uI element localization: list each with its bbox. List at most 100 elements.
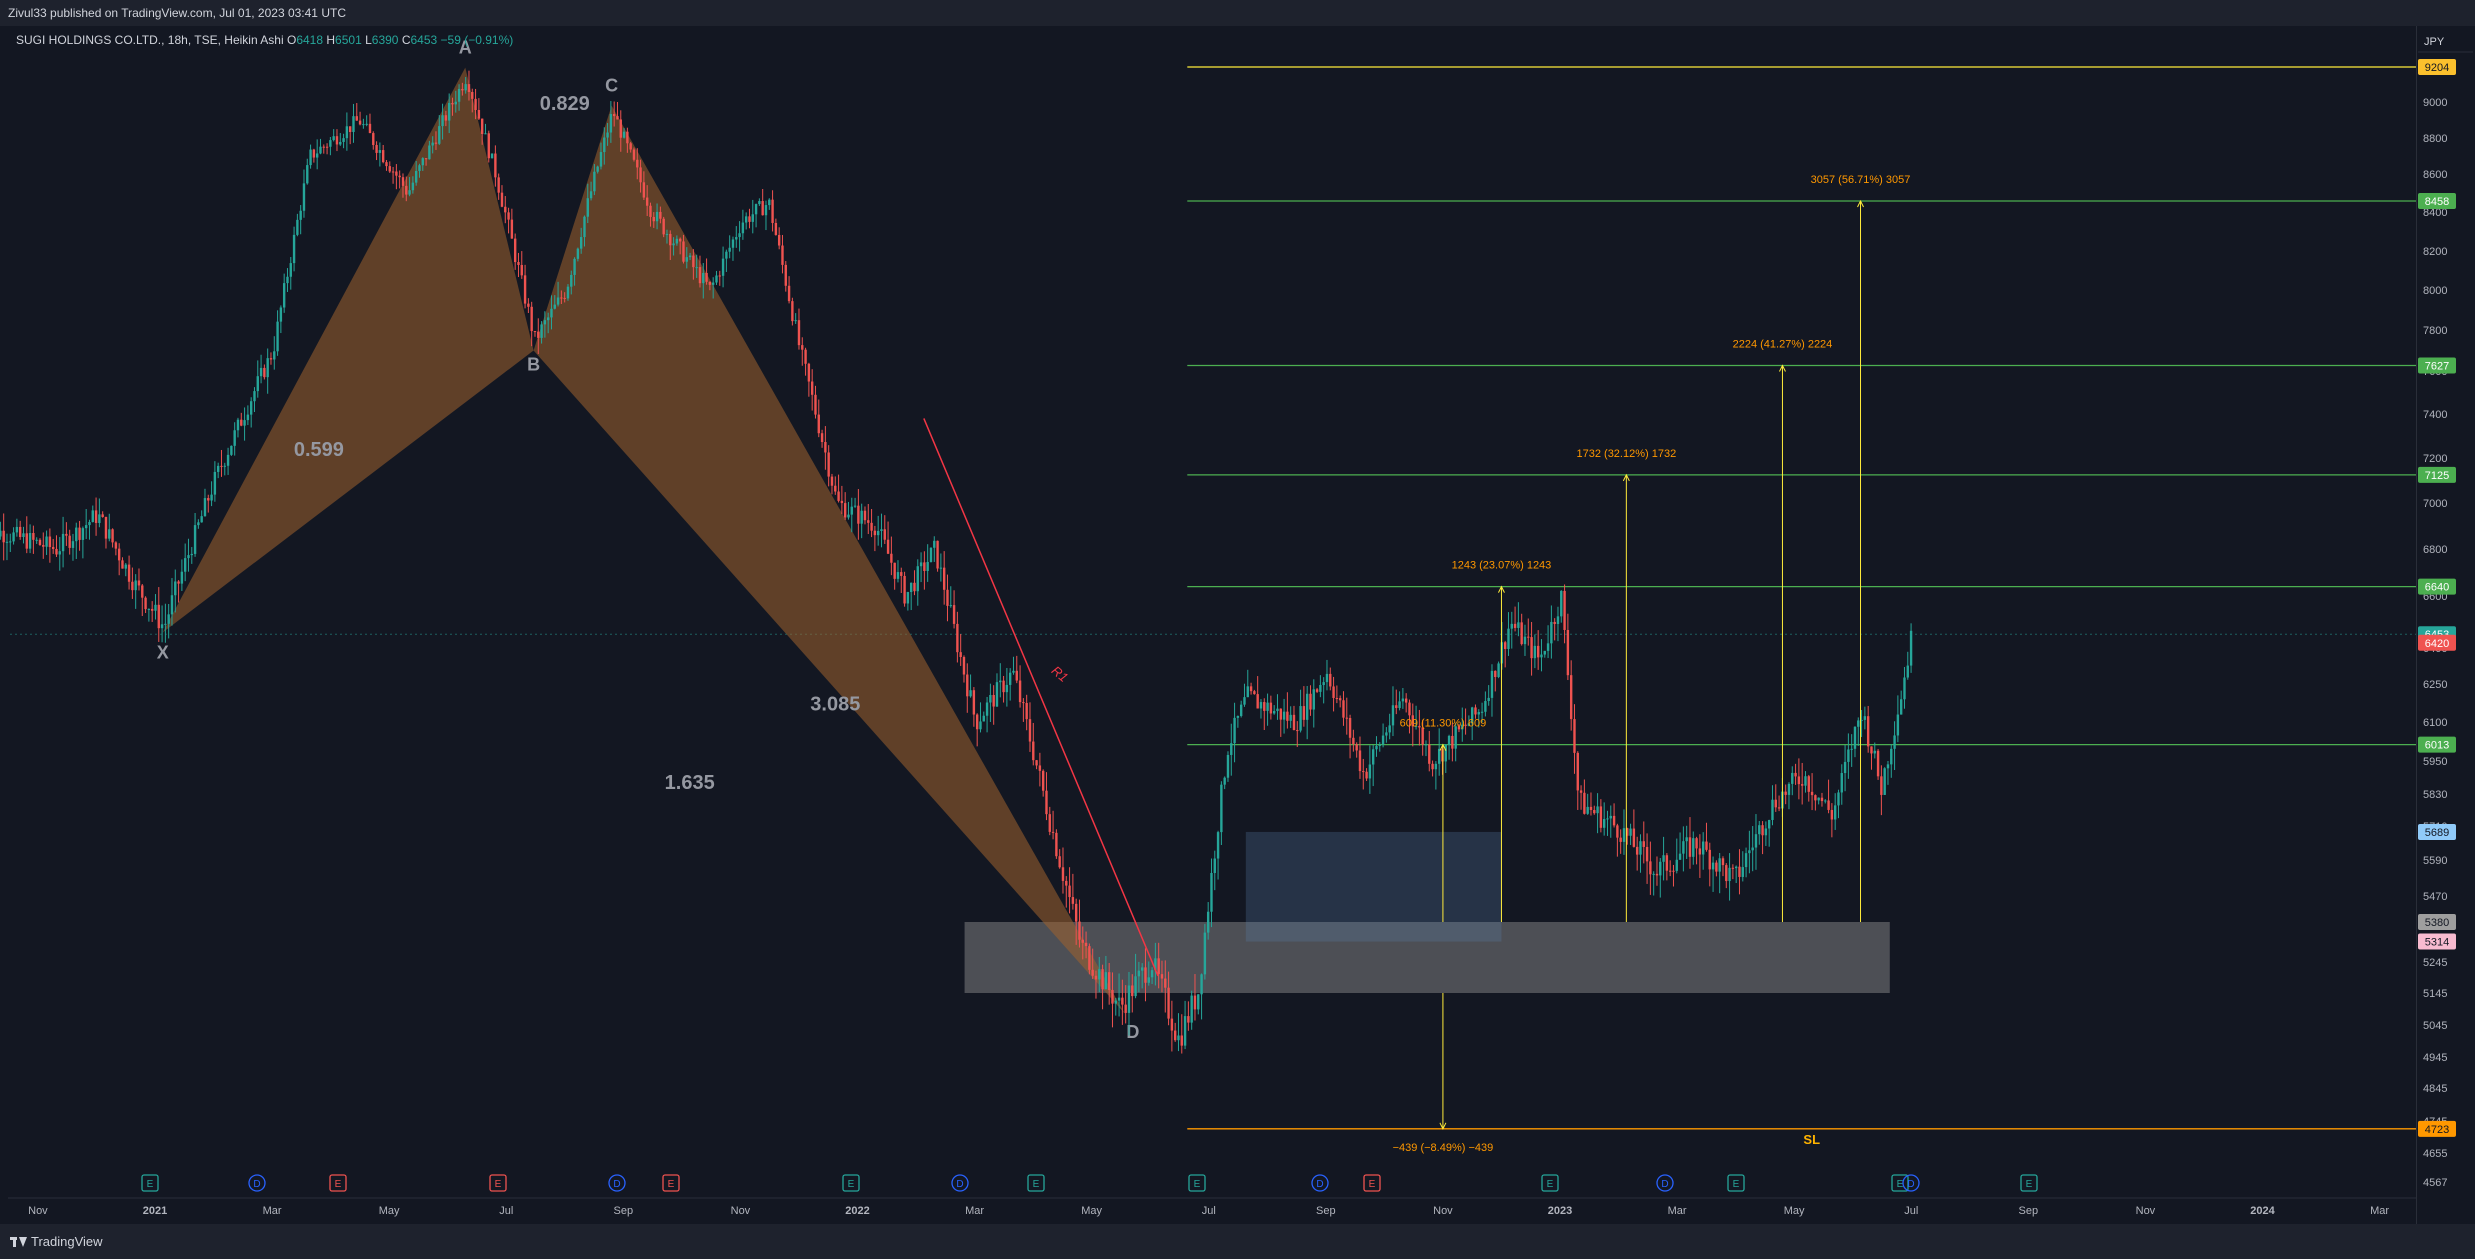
candle-body bbox=[715, 275, 718, 283]
candle-body bbox=[1164, 978, 1167, 988]
tradingview-logo[interactable]: TradingView bbox=[10, 1234, 103, 1249]
candle-body bbox=[1873, 750, 1876, 754]
pattern-ratio: 3.085 bbox=[810, 694, 860, 716]
candle-body bbox=[1404, 698, 1408, 703]
candle-body bbox=[1098, 969, 1101, 980]
price-axis[interactable] bbox=[2416, 26, 2475, 1224]
y-tick-label: 7000 bbox=[2423, 498, 2447, 510]
candle-body bbox=[94, 510, 98, 523]
candle-body bbox=[962, 657, 966, 675]
candle-body bbox=[385, 162, 388, 167]
candle-body bbox=[490, 153, 494, 159]
candle-body bbox=[121, 560, 124, 569]
event-earnings-icon bbox=[1027, 1174, 1045, 1192]
candle-body bbox=[487, 133, 490, 159]
candle-body bbox=[695, 267, 698, 269]
candle-body bbox=[461, 88, 464, 91]
x-tick-label: Jul bbox=[1202, 1205, 1216, 1217]
candle-body bbox=[1322, 682, 1325, 686]
event-earnings-icon bbox=[1188, 1174, 1206, 1192]
candle-body bbox=[315, 153, 319, 158]
candle-body bbox=[636, 159, 639, 168]
candle-body bbox=[428, 145, 431, 160]
candle-body bbox=[1312, 689, 1315, 710]
x-tick-label: 2022 bbox=[845, 1205, 869, 1217]
candle-body bbox=[1758, 825, 1761, 835]
candle-body bbox=[1810, 791, 1814, 796]
price-tag bbox=[2418, 578, 2456, 595]
x-tick-label: Sep bbox=[614, 1205, 634, 1217]
x-tick-label: Nov bbox=[2136, 1205, 2156, 1217]
candle-body bbox=[1876, 750, 1880, 777]
candle-body bbox=[982, 715, 985, 722]
candle-body bbox=[32, 533, 35, 540]
candle-body bbox=[870, 522, 873, 531]
candle-body bbox=[81, 528, 85, 540]
x-tick-label: Jul bbox=[499, 1205, 513, 1217]
candle-body bbox=[137, 580, 141, 586]
candle-body bbox=[797, 320, 801, 346]
candle-body bbox=[1263, 702, 1266, 711]
candle-body bbox=[1731, 867, 1735, 869]
candle-body bbox=[705, 272, 708, 282]
candle-body bbox=[249, 401, 253, 415]
x-tick-label: May bbox=[379, 1205, 400, 1217]
candle-body bbox=[556, 297, 560, 305]
candle-body bbox=[203, 498, 207, 517]
candle-body bbox=[655, 211, 659, 222]
candle-body bbox=[108, 529, 111, 539]
candle-body bbox=[391, 171, 395, 173]
candle-body bbox=[652, 216, 655, 222]
candle-body bbox=[441, 115, 444, 127]
price-tag-label: 6013 bbox=[2425, 740, 2449, 752]
candle-body bbox=[457, 88, 461, 102]
candle-body bbox=[216, 465, 220, 472]
event-label: E bbox=[1194, 1179, 1201, 1190]
candle-body bbox=[464, 84, 467, 91]
price-tag-label: 5314 bbox=[2425, 937, 2449, 949]
candle-body bbox=[1078, 921, 1081, 940]
candle-body bbox=[876, 530, 880, 536]
candle-body bbox=[1325, 673, 1329, 683]
candle-body bbox=[619, 119, 622, 138]
pattern-point-d: D bbox=[1126, 1022, 1139, 1042]
candle-body bbox=[124, 564, 127, 569]
candle-body bbox=[1824, 800, 1827, 802]
event-earnings-icon bbox=[1727, 1174, 1745, 1192]
price-tag bbox=[2418, 736, 2456, 753]
candle-body bbox=[279, 307, 283, 322]
measure-label: 609 (11.30%) 609 bbox=[1400, 718, 1487, 730]
candle-body bbox=[1883, 768, 1886, 795]
candle-body bbox=[1084, 942, 1088, 947]
candle-body bbox=[352, 116, 355, 133]
y-tick-label: 8400 bbox=[2423, 207, 2447, 219]
candle-body bbox=[1315, 689, 1319, 692]
candle-body bbox=[1569, 675, 1573, 720]
candle-body bbox=[1523, 636, 1527, 645]
event-earnings-icon bbox=[1363, 1174, 1381, 1192]
event-earnings-icon bbox=[2020, 1174, 2038, 1192]
candle-body bbox=[1444, 744, 1447, 762]
candle-body bbox=[685, 257, 688, 262]
candle-body bbox=[418, 165, 421, 171]
candle-body bbox=[65, 533, 68, 536]
candle-body bbox=[1556, 616, 1560, 624]
candle-body bbox=[1566, 629, 1570, 676]
x-tick-label: May bbox=[1081, 1205, 1102, 1217]
event-label: D bbox=[1316, 1179, 1323, 1190]
chart-svg[interactable]: SL X A B C D 0.829 0.599 3.085 1.635 R1 3057 (56.… bbox=[0, 0, 2475, 1224]
candle-body bbox=[1272, 711, 1276, 714]
candle-body bbox=[1777, 807, 1781, 809]
candle-body bbox=[952, 605, 956, 624]
candle-body bbox=[563, 297, 566, 299]
candle-body bbox=[834, 485, 837, 492]
event-dividend-icon bbox=[248, 1174, 266, 1192]
candle-body bbox=[1216, 832, 1220, 859]
x-tick-label: Nov bbox=[1433, 1205, 1453, 1217]
candle-body bbox=[1335, 697, 1339, 699]
candle-body bbox=[84, 525, 88, 529]
event-earnings-icon bbox=[489, 1174, 507, 1192]
event-dividend-icon bbox=[951, 1174, 969, 1192]
candle-body bbox=[1464, 724, 1467, 726]
candle-body bbox=[1708, 849, 1711, 870]
